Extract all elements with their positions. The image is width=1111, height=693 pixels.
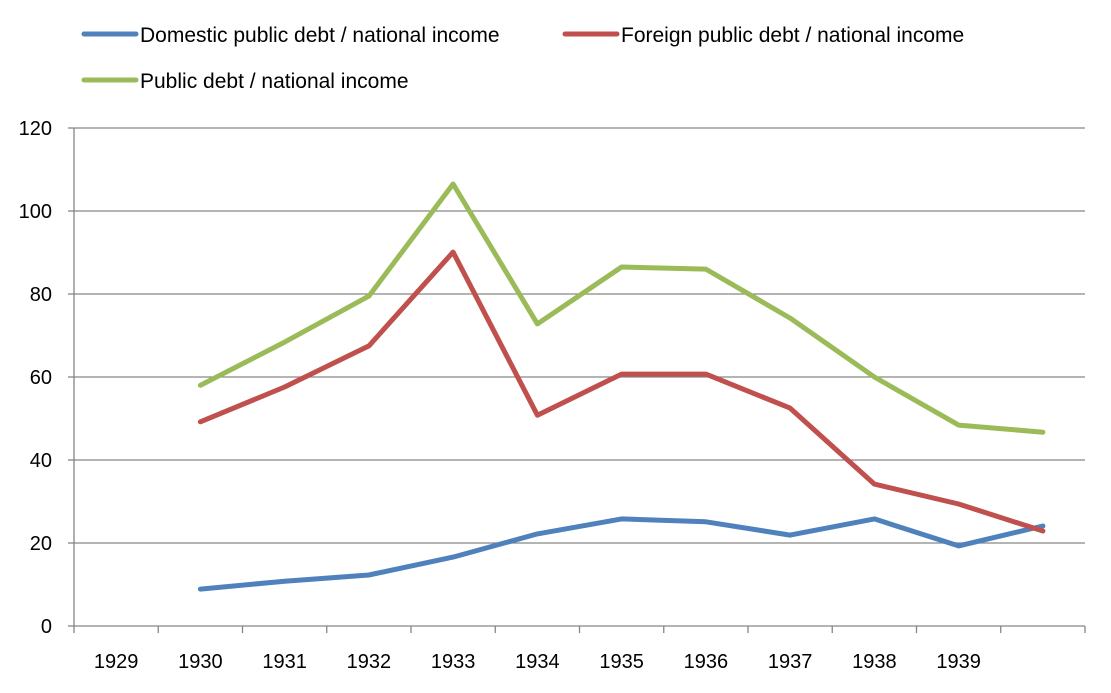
axes: 0 20 40 60 80 100 120 1929 1930 1931 1932 1933 1934 1…: [19, 118, 1085, 673]
x-tick-label: 1939: [936, 651, 981, 673]
legend-label: Foreign public debt / national income: [621, 24, 964, 47]
y-tick-label: 120: [19, 118, 52, 140]
x-tick-label: 1934: [515, 651, 560, 673]
gridlines: [74, 128, 1085, 543]
y-tick-label: 100: [19, 201, 52, 223]
x-tick-label: 1938: [852, 651, 897, 673]
legend-item: Domestic public debt / national income: [84, 24, 500, 47]
y-tick-label: 60: [30, 367, 52, 389]
series-line-0: [200, 519, 1043, 589]
y-tick-label: 80: [30, 284, 52, 306]
x-tick-label: 1935: [599, 651, 644, 673]
legend-item: Foreign public debt / national income: [565, 24, 964, 47]
x-tick-label: 1933: [431, 651, 476, 673]
y-tick-label: 20: [30, 533, 52, 555]
legend: Domestic public debt / national income Fo…: [84, 24, 964, 93]
x-tick-label: 1936: [684, 651, 729, 673]
legend-label: Public debt / national income: [140, 70, 409, 93]
legend-item: Public debt / national income: [84, 70, 409, 93]
x-tick-label: 1930: [178, 651, 223, 673]
legend-label: Domestic public debt / national income: [140, 24, 500, 47]
x-tick-label: 1932: [347, 651, 392, 673]
x-tick-label: 1929: [94, 651, 139, 673]
y-tick-label: 0: [41, 616, 52, 638]
series-line-2: [200, 184, 1043, 432]
x-tick-label: 1931: [262, 651, 307, 673]
series-lines: [200, 184, 1043, 589]
x-tick-label: 1937: [768, 651, 813, 673]
y-tick-label: 40: [30, 450, 52, 472]
